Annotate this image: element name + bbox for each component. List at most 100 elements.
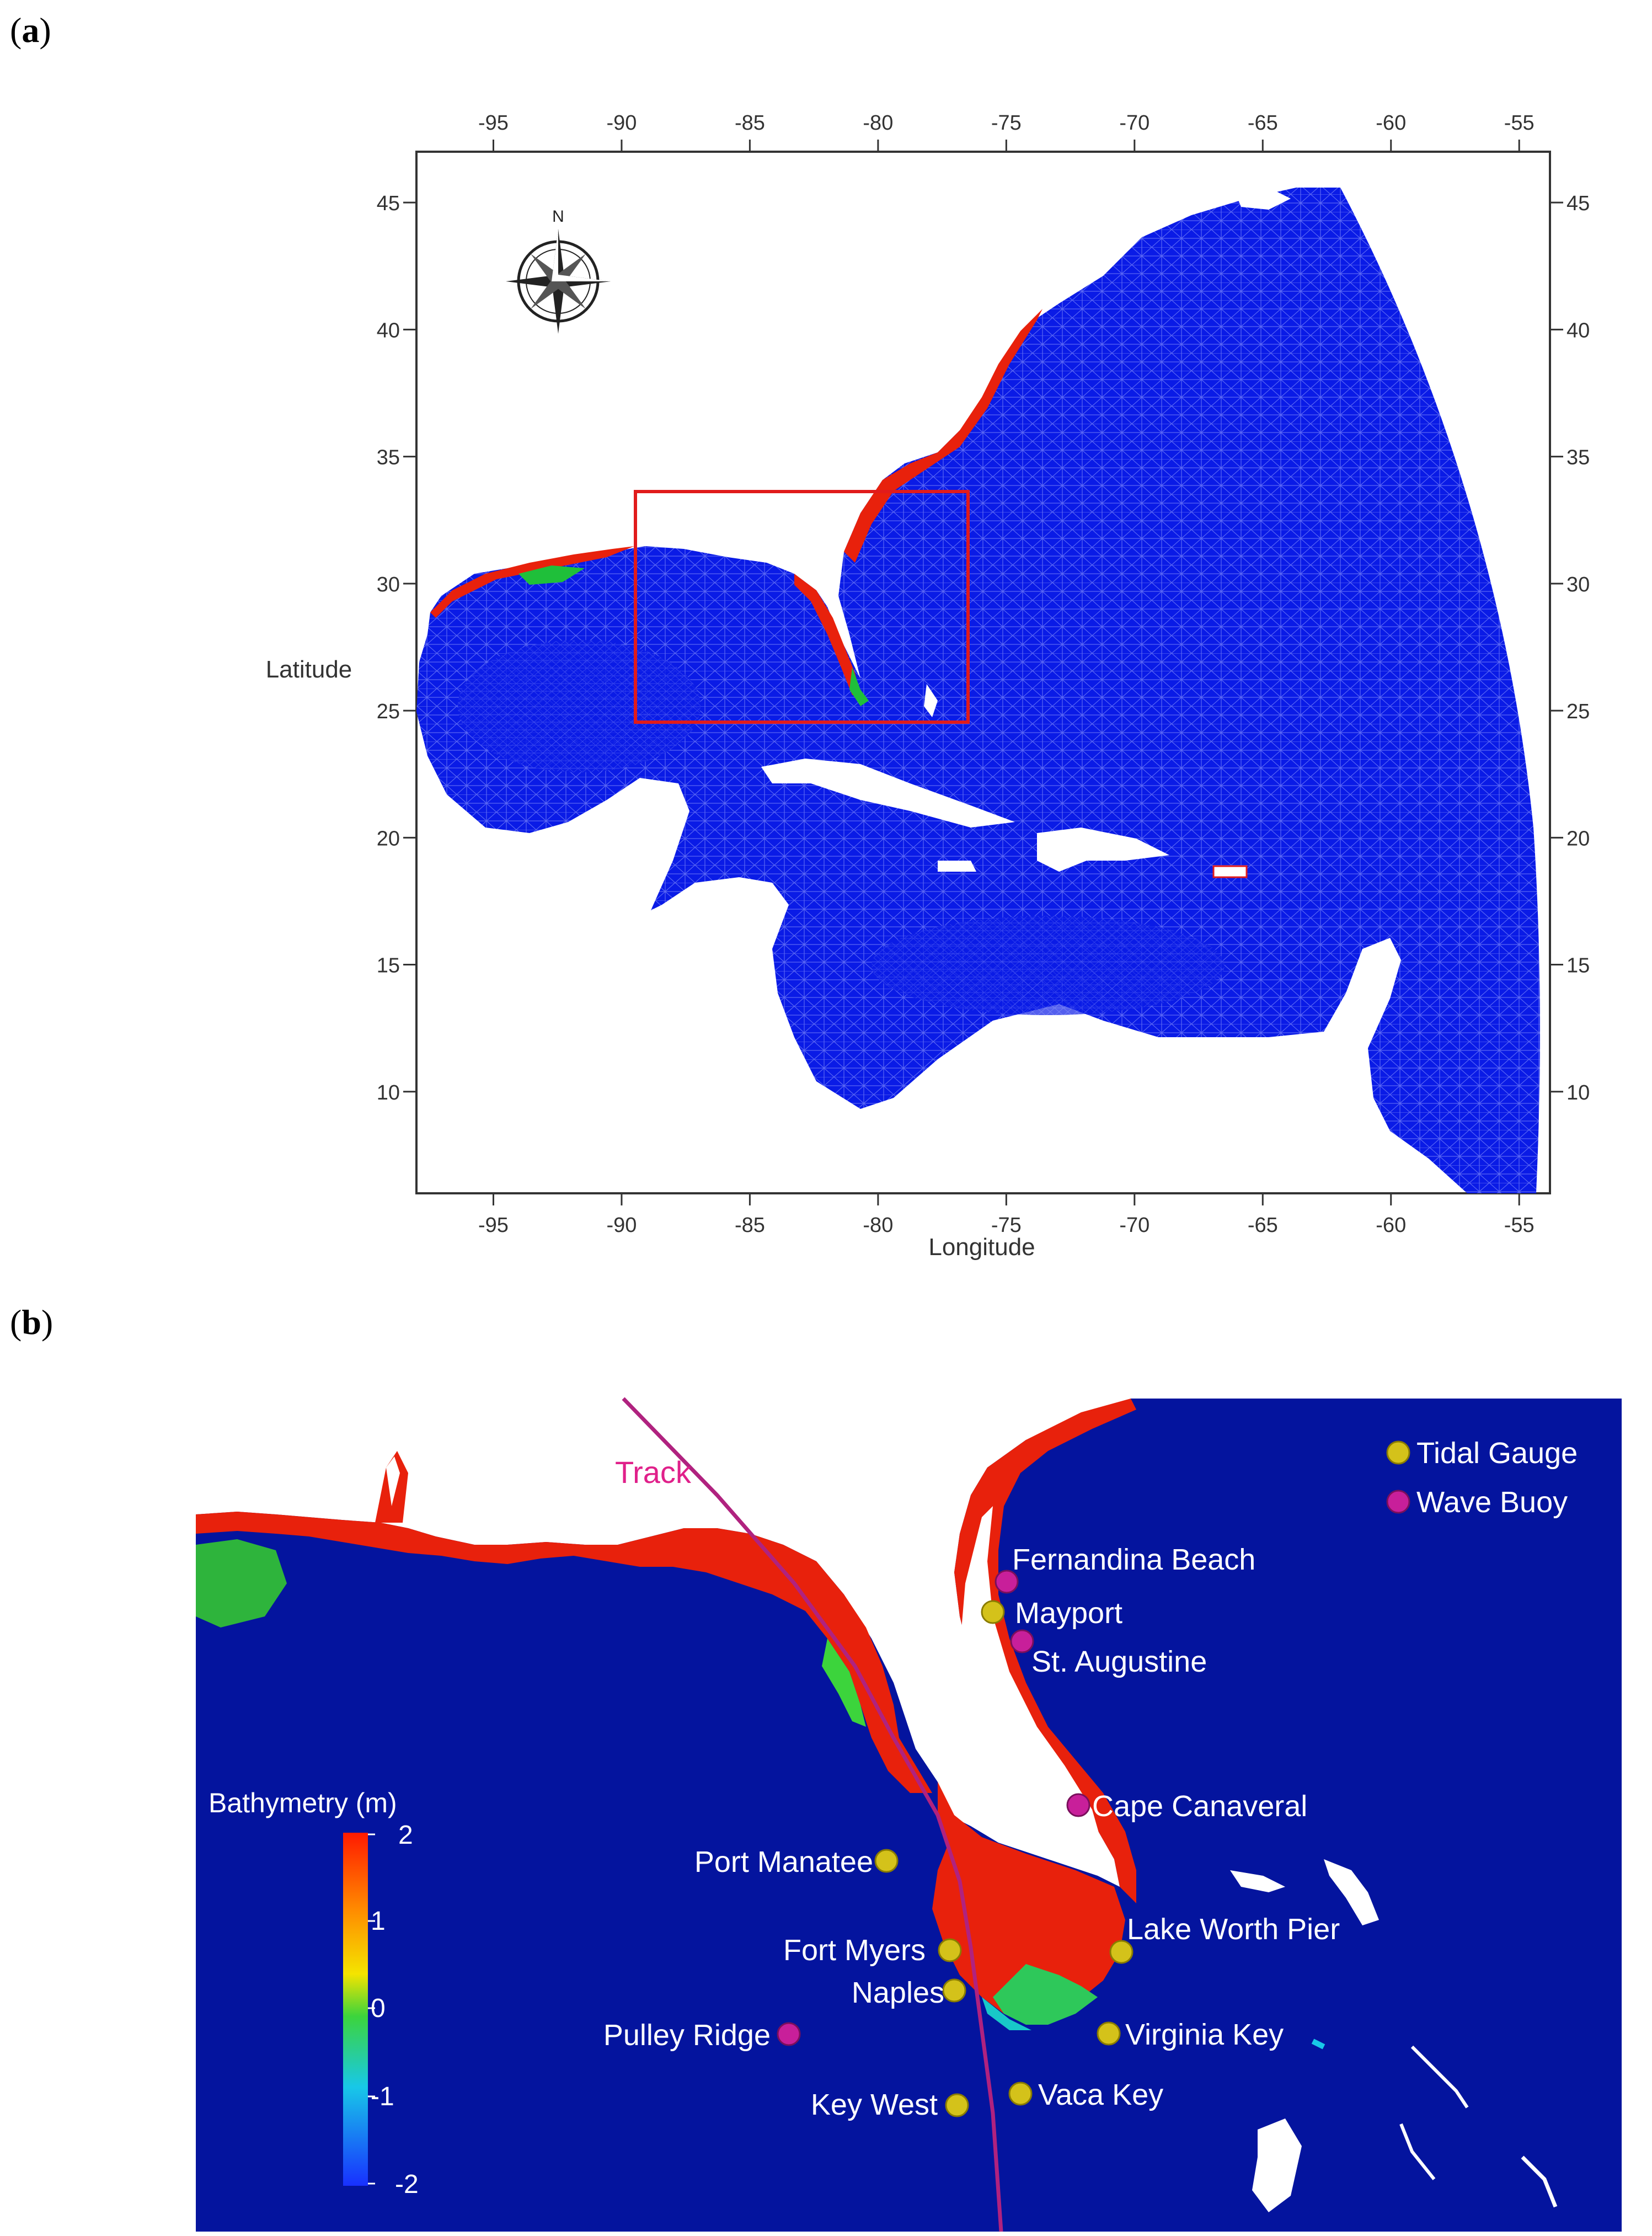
station-label: Fernandina Beach xyxy=(1012,1543,1255,1576)
wave-buoy-marker xyxy=(1066,1793,1090,1817)
compass-rose: N xyxy=(506,207,611,334)
station-label: Virginia Key xyxy=(1125,2018,1284,2051)
station-label: Cape Canaveral xyxy=(1092,1790,1307,1823)
wave-buoy-marker xyxy=(777,2022,801,2046)
station-label: St. Augustine xyxy=(1031,1645,1207,1678)
nova-scotia-land xyxy=(1236,188,1291,210)
station-label: Lake Worth Pier xyxy=(1127,1913,1340,1946)
land-area xyxy=(196,1399,1131,1887)
x-tick-label: -75 xyxy=(991,1214,1022,1237)
colorbar-tick-label: 2 xyxy=(398,1821,413,1850)
x-tick-label: -65 xyxy=(1248,1214,1278,1237)
hispaniola-land xyxy=(1037,828,1169,872)
atlantic-coast-fringe xyxy=(844,309,1042,563)
bahamas-land xyxy=(924,684,938,717)
station-label: Port Manatee xyxy=(694,1845,873,1879)
x-tick-label: -70 xyxy=(1119,1214,1150,1237)
tidal-gauge-marker xyxy=(874,1849,899,1873)
station-label: Vaca Key xyxy=(1038,2078,1163,2111)
panel-a-label: (a) xyxy=(10,10,51,50)
colorbar-tick-label: 1 xyxy=(371,1907,386,1936)
tidal-gauge-marker xyxy=(1109,1940,1134,1964)
tidal-gauge-marker xyxy=(945,2093,969,2117)
x-tick-label: -95 xyxy=(478,111,509,135)
colorbar-tick-label: 0 xyxy=(371,1994,386,2023)
y-tick-label: 25 xyxy=(377,700,400,723)
y-tick-label: 45 xyxy=(1567,192,1590,215)
gulf-coast-fringe xyxy=(430,546,634,618)
station-label: Pulley Ridge xyxy=(603,2019,771,2052)
panel-a: (a) xyxy=(10,10,1590,1261)
colorbar-title: Bathymetry (m) xyxy=(208,1787,397,1818)
tidal-gauge-marker xyxy=(1008,2082,1033,2106)
x-tick-label: -70 xyxy=(1119,111,1150,135)
y-tick-label: 30 xyxy=(1567,573,1590,596)
legend-gauge-marker xyxy=(1386,1440,1410,1465)
track-label: Track xyxy=(615,1455,692,1490)
x-axis-label: Longitude xyxy=(928,1234,1035,1261)
x-tick-label: -90 xyxy=(606,1214,637,1237)
tidal-gauge-marker xyxy=(942,1978,966,2003)
legend-buoy-label: Wave Buoy xyxy=(1416,1486,1568,1519)
axes: -95 -95 -90 -90 -85 -85 -80 -80 -75 -75 -70 -70 -65 -… xyxy=(377,111,1590,1237)
hurricane-track xyxy=(622,1397,1003,2232)
panel-b: (b) xyxy=(0,1285,1652,2236)
cuba-land xyxy=(761,759,1015,828)
stations: Fernandina Beach Mayport St. Augustine Cape… xyxy=(603,1543,1340,2121)
mesh-domain xyxy=(416,188,1540,1193)
gulf-shelf xyxy=(196,1512,932,1793)
florida-land xyxy=(960,1506,1103,1865)
x-tick-label: -85 xyxy=(735,1214,765,1237)
puerto-rico-land xyxy=(1212,865,1248,878)
atlantic-shelf xyxy=(954,1399,1136,1903)
bahamas-island-3 xyxy=(1252,2118,1302,2212)
x-tick-label: -90 xyxy=(606,111,637,135)
x-tick-label: -55 xyxy=(1504,111,1535,135)
y-tick-label: 15 xyxy=(1567,954,1590,978)
x-tick-label: -75 xyxy=(991,111,1022,135)
x-tick-label: -80 xyxy=(863,1214,893,1237)
y-axis-label: Latitude xyxy=(266,656,352,683)
legend: Tidal Gauge Wave Buoy xyxy=(1386,1437,1578,1519)
wave-buoy-marker xyxy=(995,1570,1019,1594)
tidal-gauge-marker xyxy=(1097,2021,1121,2046)
colorbar xyxy=(343,1833,368,2186)
florida-south-shelf xyxy=(932,1782,1125,2019)
legend-gauge-label: Tidal Gauge xyxy=(1416,1437,1578,1470)
station-label: Fort Myers xyxy=(783,1934,926,1967)
station-label: Naples xyxy=(852,1976,944,2009)
y-tick-label: 35 xyxy=(1567,446,1590,469)
florida-bay-shallows xyxy=(993,1964,1098,2025)
legend-buoy-marker xyxy=(1386,1490,1410,1514)
y-tick-label: 30 xyxy=(377,573,400,596)
tidal-gauge-marker xyxy=(938,1938,962,1962)
station-label: Mayport xyxy=(1015,1597,1122,1630)
y-tick-label: 20 xyxy=(377,827,400,850)
marsh-area xyxy=(196,1539,287,1627)
y-tick-label: 20 xyxy=(1567,827,1590,850)
y-tick-label: 15 xyxy=(377,954,400,978)
station-label: Key West xyxy=(811,2088,938,2121)
y-tick-label: 40 xyxy=(377,319,400,342)
jamaica-land xyxy=(938,861,976,872)
florida-west-fringe xyxy=(794,574,860,695)
y-tick-label: 10 xyxy=(377,1081,400,1104)
y-tick-label: 10 xyxy=(1567,1081,1590,1104)
x-tick-label: -95 xyxy=(478,1214,509,1237)
x-tick-label: -65 xyxy=(1248,111,1278,135)
wave-buoy-marker xyxy=(1010,1629,1034,1653)
bahamas-island-2 xyxy=(1324,1859,1379,1925)
mesh-map: N -95 -95 -90 -90 -85 -85 -80 -80 -75 -75 -70 -70 -6… xyxy=(266,111,1590,1261)
x-tick-label: -80 xyxy=(863,111,893,135)
y-tick-label: 45 xyxy=(377,192,400,215)
y-tick-label: 40 xyxy=(1567,319,1590,342)
x-tick-label: -60 xyxy=(1376,1214,1406,1237)
colorbar-ticks: 2 1 0 -1 -2 xyxy=(368,1821,419,2199)
x-tick-label: -85 xyxy=(735,111,765,135)
tidal-gauge-marker xyxy=(981,1600,1005,1624)
y-tick-label: 35 xyxy=(377,446,400,469)
colorbar-tick-label: -1 xyxy=(371,2082,394,2111)
y-tick-label: 25 xyxy=(1567,700,1590,723)
compass-north-label: N xyxy=(552,207,564,226)
x-tick-label: -60 xyxy=(1376,111,1406,135)
